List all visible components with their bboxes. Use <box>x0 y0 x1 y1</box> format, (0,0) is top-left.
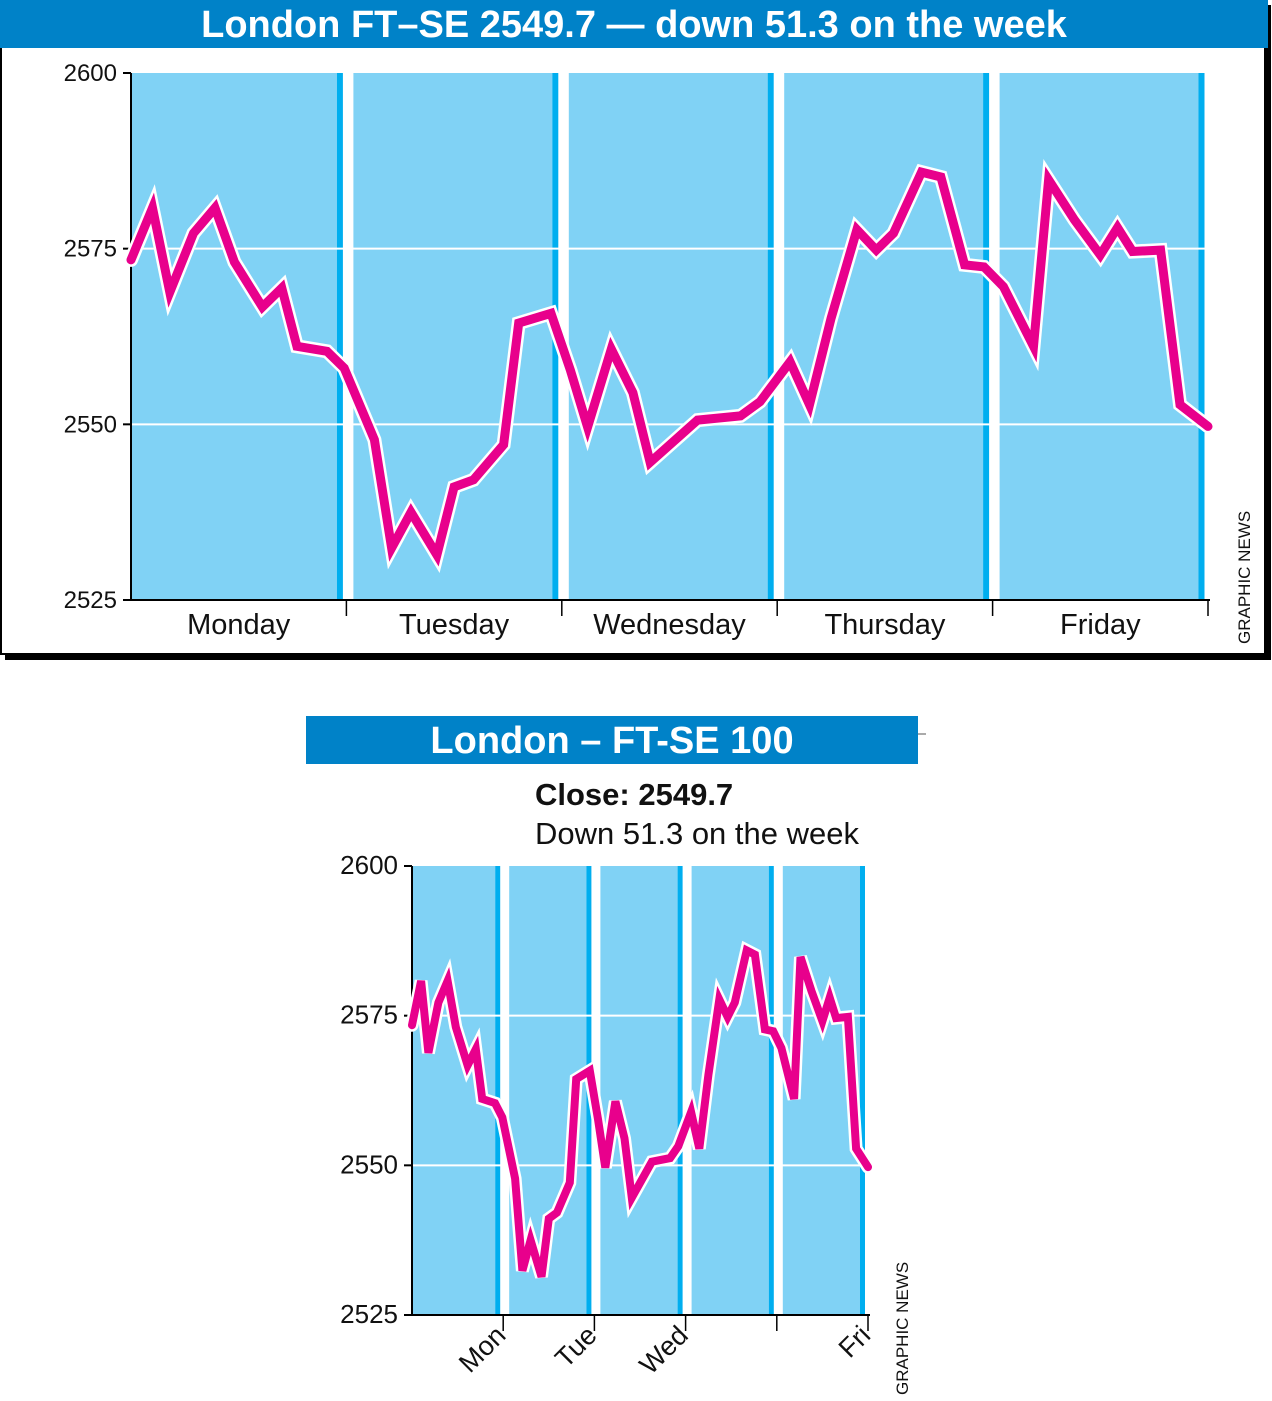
day-column <box>600 866 678 1315</box>
day-column <box>568 73 768 600</box>
day-column <box>784 73 984 600</box>
x-tick-label: Monday <box>187 609 291 641</box>
day-divider <box>1198 73 1205 600</box>
chart-title-2: London – FT-SE 100 <box>430 720 793 762</box>
y-tick-label: 2525 <box>340 1299 398 1329</box>
y-tick-label: 2550 <box>64 411 117 438</box>
day-divider <box>677 866 683 1315</box>
credit-label: GRAPHIC NEWS <box>893 1262 912 1395</box>
x-tick-label: Wednesday <box>593 609 746 641</box>
chart-title: London FT–SE 2549.7 — down 51.3 on the w… <box>201 4 1068 46</box>
x-tick-label: Friday <box>1060 609 1141 641</box>
series-line <box>126 166 1213 567</box>
y-tick-label: 2575 <box>64 236 117 263</box>
day-divider <box>860 866 865 1315</box>
day-divider <box>768 866 774 1315</box>
series-line <box>408 944 872 1278</box>
day-divider <box>983 73 990 600</box>
y-tick-label: 2575 <box>340 1000 398 1030</box>
title-bar <box>0 0 1268 48</box>
y-tick-label: 2550 <box>340 1149 398 1179</box>
day-divider <box>495 866 501 1315</box>
credit-label: GRAPHIC NEWS <box>1235 511 1254 644</box>
title-bar-2 <box>306 716 918 764</box>
day-column <box>131 73 337 600</box>
y-tick-label: 2600 <box>340 850 398 880</box>
x-tick-label: Thursday <box>824 609 945 641</box>
y-tick-label: 2525 <box>64 587 117 614</box>
day-divider <box>336 73 343 600</box>
x-tick-label: Fri <box>833 1320 876 1363</box>
day-divider <box>767 73 774 600</box>
y-tick-label: 2600 <box>64 60 117 87</box>
x-tick-label: Wed <box>634 1320 694 1380</box>
weekly-change: Down 51.3 on the week <box>535 816 859 851</box>
x-tick-label: Tuesday <box>399 609 510 641</box>
close-value: Close: 2549.7 <box>535 777 733 812</box>
